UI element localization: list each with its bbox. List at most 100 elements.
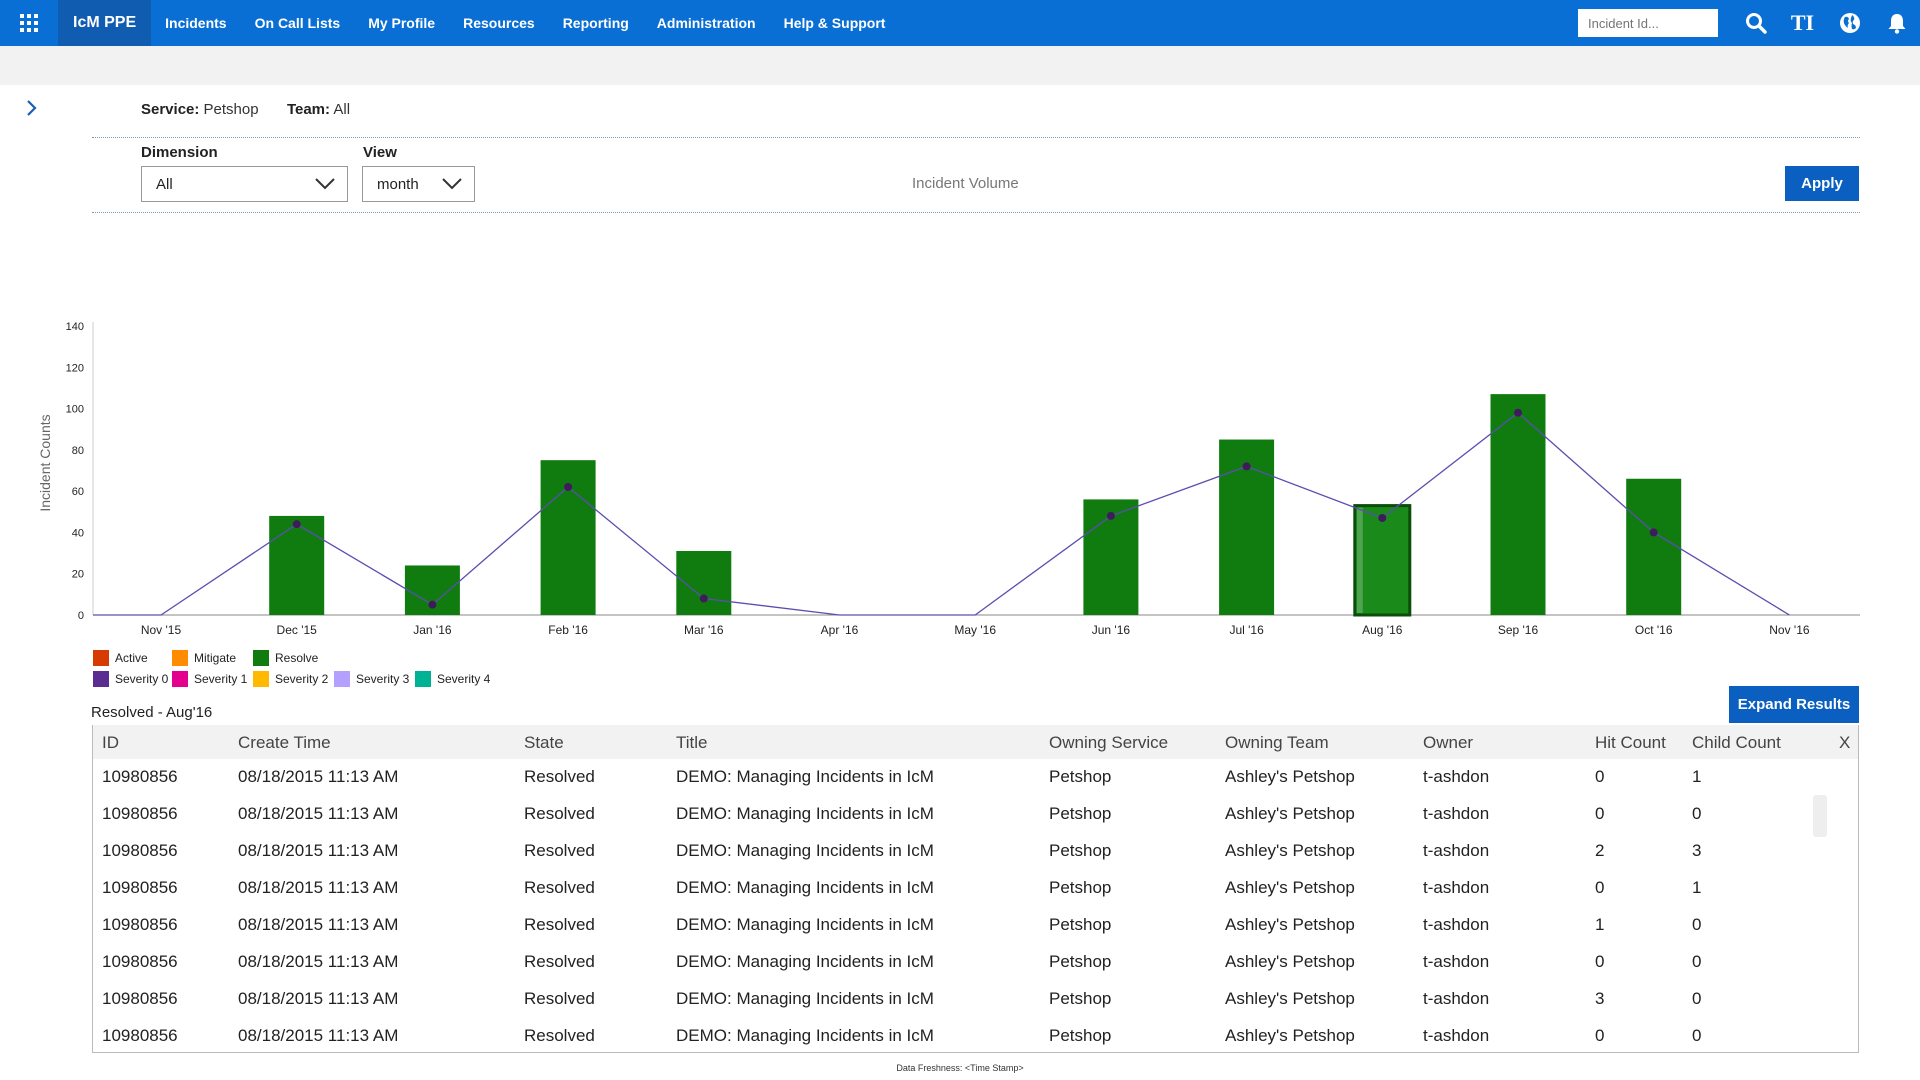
legend-item[interactable]: Severity 4 <box>415 671 490 687</box>
col-id-header[interactable]: ID <box>102 733 119 752</box>
chart-trend-line <box>93 411 1790 616</box>
globe-icon[interactable] <box>1826 0 1873 46</box>
y-tick-label: 120 <box>66 362 84 374</box>
x-tick-label: Jul '16 <box>1229 623 1264 637</box>
sub-header-bar <box>0 46 1920 85</box>
cell-create-time: 08/18/2015 11:13 AM <box>238 804 399 823</box>
table-row[interactable]: 10980856 08/18/2015 11:13 AM Resolved DEMO:… <box>93 981 1858 1018</box>
legend-item[interactable]: Severity 2 <box>253 671 328 687</box>
cell-title: DEMO: Managing Incidents in IcM <box>676 1026 934 1045</box>
cell-owning-team: Ashley's Petshop <box>1225 767 1355 786</box>
expand-panel-chevron-icon[interactable] <box>24 98 40 118</box>
legend-swatch <box>253 671 269 687</box>
table-row[interactable]: 10980856 08/18/2015 11:13 AM Resolved DEMO:… <box>93 870 1858 907</box>
y-tick-label: 80 <box>72 445 84 457</box>
cell-hit-count: 2 <box>1595 841 1605 860</box>
chart-bar[interactable] <box>1626 478 1682 615</box>
table-scrollbar-thumb[interactable] <box>1813 795 1827 837</box>
view-label: View <box>363 144 397 161</box>
nav-my-profile[interactable]: My Profile <box>368 15 436 31</box>
cell-owning-team: Ashley's Petshop <box>1225 989 1355 1008</box>
legend-item[interactable]: Resolve <box>253 650 318 666</box>
nav-help-support[interactable]: Help & Support <box>783 15 886 31</box>
bell-icon[interactable] <box>1873 0 1920 46</box>
cell-title: DEMO: Managing Incidents in IcM <box>676 915 934 934</box>
cell-owner: t-ashdon <box>1423 1026 1490 1045</box>
chart-bar[interactable] <box>1353 504 1412 617</box>
chart-data-point <box>699 594 708 603</box>
close-columns-x-button[interactable]: X <box>1839 733 1851 752</box>
cell-id: 10980856 <box>102 878 178 897</box>
y-tick-label: 140 <box>66 321 84 333</box>
table-row[interactable]: 10980856 08/18/2015 11:13 AM Resolved DEMO:… <box>93 1018 1858 1052</box>
cell-create-time: 08/18/2015 11:13 AM <box>238 952 399 971</box>
team-value: All <box>333 101 351 118</box>
col-child-count-header[interactable]: Child Count <box>1692 733 1781 752</box>
cell-hit-count: 0 <box>1595 952 1605 971</box>
col-owner-header[interactable]: Owner <box>1423 733 1474 752</box>
col-title-header[interactable]: Title <box>676 733 708 752</box>
nav-administration[interactable]: Administration <box>656 15 756 31</box>
data-freshness-footer: Data Freshness: <Time Stamp> <box>896 1063 1024 1073</box>
main-nav: Incidents On Call Lists My Profile Resou… <box>151 0 899 46</box>
x-tick-label: Jan '16 <box>413 623 452 637</box>
col-create-time-header[interactable]: Create Time <box>238 733 331 752</box>
chart-data-point <box>1242 462 1251 471</box>
col-owning-team-header[interactable]: Owning Team <box>1225 733 1329 752</box>
text-size-icon[interactable]: TI <box>1779 0 1826 46</box>
chart-bar[interactable] <box>269 515 325 615</box>
selected-bar-highlight <box>1356 507 1363 613</box>
table-row[interactable]: 10980856 08/18/2015 11:13 AM Resolved DEMO:… <box>93 833 1858 870</box>
app-launcher-icon[interactable] <box>0 0 58 46</box>
col-owning-service-header[interactable]: Owning Service <box>1049 733 1169 752</box>
nav-on-call-lists[interactable]: On Call Lists <box>254 15 341 31</box>
table-row[interactable]: 10980856 08/18/2015 11:13 AM Resolved DEMO:… <box>93 944 1858 981</box>
incident-id-search-input[interactable] <box>1578 9 1718 37</box>
cell-owning-service: Petshop <box>1049 915 1112 934</box>
chart-bar[interactable] <box>1490 394 1546 615</box>
cell-state: Resolved <box>524 1026 595 1045</box>
chart-data-point <box>564 483 573 492</box>
incident-volume-chart: 0 20 40 60 80 100 120 140 Incident Counts Nov '15… <box>37 321 1860 637</box>
apply-button[interactable]: Apply <box>1785 166 1859 201</box>
table-row[interactable]: 10980856 08/18/2015 11:13 AM Resolved DEMO:… <box>93 759 1858 796</box>
legend-label: Severity 2 <box>275 672 329 686</box>
cell-create-time: 08/18/2015 11:13 AM <box>238 1026 399 1045</box>
x-tick-label: Mar '16 <box>684 623 724 637</box>
expand-results-button[interactable]: Expand Results <box>1729 686 1859 723</box>
col-state-header[interactable]: State <box>524 733 564 752</box>
nav-resources[interactable]: Resources <box>463 15 535 31</box>
table-row[interactable]: 10980856 08/18/2015 11:13 AM Resolved DEMO:… <box>93 907 1858 944</box>
cell-child-count: 0 <box>1692 1026 1702 1045</box>
dimension-select[interactable]: All <box>141 166 348 202</box>
nav-incidents[interactable]: Incidents <box>165 15 227 31</box>
results-table: ID Create Time State Title Owning Servic… <box>92 725 1859 1053</box>
legend-item[interactable]: Mitigate <box>172 650 236 666</box>
x-tick-label: Apr '16 <box>821 623 859 637</box>
legend-item[interactable]: Active <box>93 650 148 666</box>
table-row[interactable]: 10980856 08/18/2015 11:13 AM Resolved DEMO:… <box>93 796 1858 833</box>
cell-hit-count: 0 <box>1595 767 1605 786</box>
col-hit-count-header[interactable]: Hit Count <box>1595 733 1666 752</box>
legend-item[interactable]: Severity 1 <box>172 671 247 687</box>
table-header: ID Create Time State Title Owning Servic… <box>93 725 1858 759</box>
legend-item[interactable]: Severity 3 <box>334 671 409 687</box>
results-label: Resolved - Aug'16 <box>91 704 213 721</box>
legend-swatch <box>93 671 109 687</box>
view-select[interactable]: month <box>362 166 475 202</box>
cell-id: 10980856 <box>102 915 178 934</box>
nav-reporting[interactable]: Reporting <box>562 15 629 31</box>
cell-owning-service: Petshop <box>1049 1026 1112 1045</box>
cell-hit-count: 1 <box>1595 915 1605 934</box>
cell-owner: t-ashdon <box>1423 804 1490 823</box>
cell-state: Resolved <box>524 915 595 934</box>
y-tick-label: 0 <box>78 610 84 622</box>
search-icon[interactable] <box>1732 0 1779 46</box>
cell-title: DEMO: Managing Incidents in IcM <box>676 767 934 786</box>
cell-state: Resolved <box>524 804 595 823</box>
brand-title[interactable]: IcM PPE <box>58 0 152 46</box>
x-tick-label: Aug '16 <box>1362 623 1403 637</box>
legend-item[interactable]: Severity 0 <box>93 671 168 687</box>
service-value: Petshop <box>203 101 259 118</box>
chart-data-point <box>292 520 301 529</box>
